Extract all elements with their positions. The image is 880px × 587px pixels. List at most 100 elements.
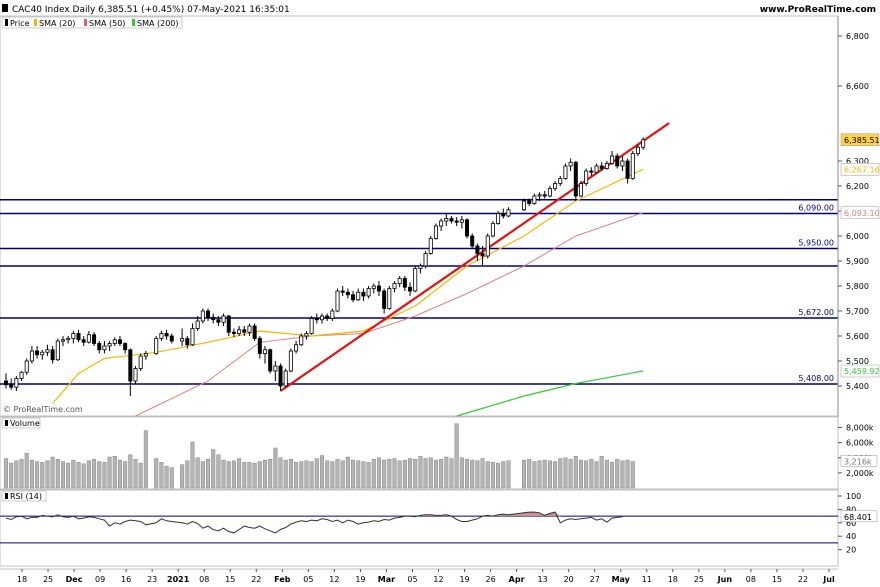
sma20-value-tag-box bbox=[840, 163, 880, 176]
candle bbox=[454, 217, 459, 226]
y-tick-label: 5,500 bbox=[846, 357, 869, 366]
candle-body bbox=[128, 349, 133, 382]
candle-body bbox=[257, 338, 262, 354]
trendline bbox=[279, 122, 670, 392]
candle-body bbox=[459, 219, 464, 223]
volume-bar bbox=[537, 460, 542, 489]
candle-body bbox=[470, 235, 475, 247]
candle-body bbox=[610, 155, 615, 164]
candle bbox=[92, 332, 97, 346]
candle-body bbox=[584, 170, 589, 184]
volume-bar bbox=[584, 460, 589, 489]
volume-bar bbox=[439, 459, 444, 489]
candle-body bbox=[397, 278, 402, 284]
candle-body bbox=[454, 220, 459, 223]
volume-bar bbox=[366, 462, 371, 489]
candle bbox=[180, 328, 185, 346]
candle bbox=[376, 281, 381, 296]
level-label: 5,950.00 bbox=[798, 239, 834, 248]
candle bbox=[190, 323, 195, 346]
volume-bar bbox=[107, 456, 112, 489]
candle-body bbox=[206, 310, 211, 318]
candle-body bbox=[9, 384, 14, 388]
time-tick-label: Dec bbox=[66, 575, 83, 584]
time-tick-label: 27 bbox=[590, 575, 600, 584]
volume-bar bbox=[314, 458, 319, 489]
candle-body bbox=[444, 218, 449, 222]
legend-sma50-swatch bbox=[84, 19, 87, 26]
candle bbox=[221, 313, 226, 326]
time-tick-label: 20 bbox=[564, 575, 574, 584]
time-tick-label: 2021 bbox=[167, 575, 190, 584]
rsi-legend-box bbox=[1, 490, 47, 502]
time-tick-label: 26 bbox=[485, 575, 495, 584]
candle bbox=[371, 283, 376, 294]
candle-body bbox=[558, 178, 563, 184]
candle bbox=[449, 216, 454, 224]
volume-bar bbox=[345, 456, 350, 489]
volume-bar bbox=[185, 460, 190, 489]
rsi-last-box bbox=[840, 510, 878, 523]
candle-body bbox=[402, 278, 407, 288]
candle bbox=[97, 341, 102, 354]
time-tick-label: May bbox=[612, 575, 631, 584]
candle bbox=[123, 342, 128, 354]
candle bbox=[242, 326, 247, 336]
sma200-value-tag: 5,459.92 bbox=[844, 367, 880, 376]
candle bbox=[29, 346, 34, 364]
volume-bar bbox=[252, 462, 257, 489]
candle-body bbox=[532, 195, 537, 204]
time-tick-label: 09 bbox=[95, 575, 105, 584]
volume-bar bbox=[247, 462, 252, 489]
volume-bar bbox=[304, 460, 309, 489]
candle bbox=[288, 348, 293, 373]
candle bbox=[351, 291, 356, 303]
candle bbox=[573, 161, 578, 201]
volume-bar bbox=[299, 461, 304, 489]
candle bbox=[231, 328, 236, 338]
volume-bar bbox=[330, 461, 335, 489]
legend-sma20-label: SMA (20) bbox=[39, 19, 75, 28]
candle-body bbox=[195, 320, 200, 329]
volume-bar bbox=[226, 461, 231, 489]
rsi-panel-frame bbox=[0, 489, 839, 567]
candle bbox=[553, 181, 558, 191]
volume-bar bbox=[190, 441, 195, 489]
candle-body bbox=[547, 188, 552, 197]
candle-body bbox=[76, 333, 81, 341]
candle-body bbox=[423, 253, 428, 267]
candle bbox=[133, 366, 138, 384]
y-tick-label: 6,300 bbox=[846, 157, 869, 166]
volume-bar bbox=[371, 459, 376, 489]
time-tick-label: Jul bbox=[822, 575, 835, 584]
volume-bar bbox=[60, 461, 65, 489]
candle bbox=[262, 346, 267, 364]
candle bbox=[527, 198, 532, 206]
candle bbox=[480, 246, 485, 266]
candle-body bbox=[594, 165, 599, 173]
watermark: © ProRealTime.com bbox=[3, 405, 83, 414]
candle bbox=[485, 233, 490, 259]
candle-body bbox=[86, 334, 91, 343]
candle-body bbox=[117, 339, 122, 344]
candle-body bbox=[635, 146, 640, 154]
volume-bar bbox=[154, 458, 159, 489]
candle-body bbox=[200, 310, 205, 322]
menu-icon[interactable] bbox=[2, 4, 8, 12]
sma200-line bbox=[456, 370, 644, 417]
candle-body bbox=[102, 345, 107, 351]
candle bbox=[641, 137, 646, 150]
candle bbox=[402, 276, 407, 291]
volume-bar bbox=[527, 459, 532, 489]
legend-sma200-label: SMA (200) bbox=[137, 19, 179, 28]
candle bbox=[257, 336, 262, 359]
candle bbox=[66, 336, 71, 344]
candle bbox=[408, 282, 413, 296]
volume-bar bbox=[66, 462, 71, 489]
volume-legend-label: Volume bbox=[10, 419, 40, 428]
candle bbox=[501, 208, 506, 219]
candle bbox=[294, 341, 299, 354]
candle-body bbox=[392, 283, 397, 289]
volume-tick-label: 8,000k bbox=[846, 424, 874, 433]
candle bbox=[138, 353, 143, 371]
